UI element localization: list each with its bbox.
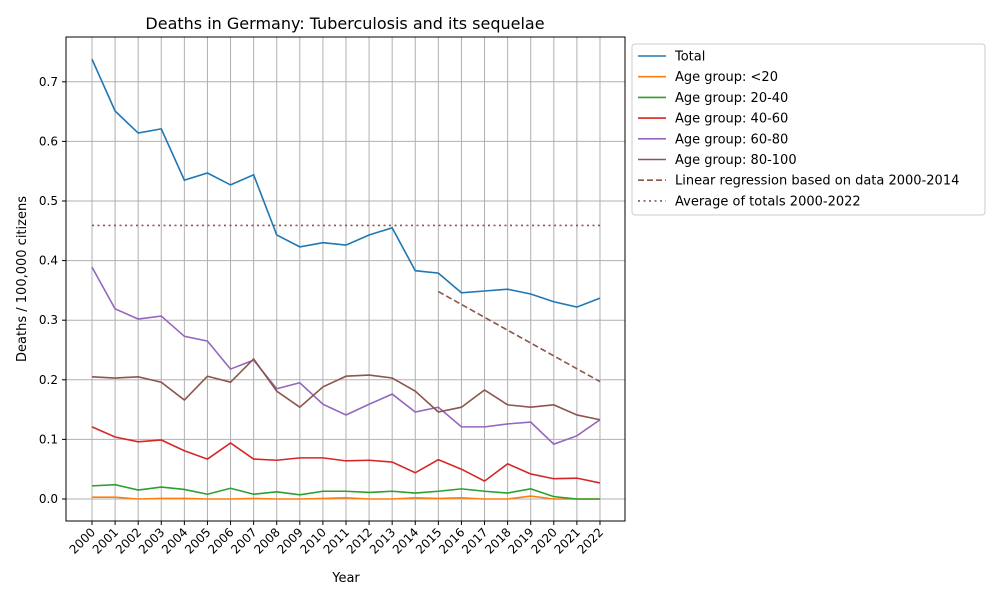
plot-frame [65, 36, 626, 522]
series-line-1 [92, 495, 600, 500]
x-tick-label: 2018 [482, 525, 513, 556]
y-tick-label: 0.7 [39, 75, 58, 89]
legend-label: Average of totals 2000-2022 [675, 194, 861, 209]
legend-box [631, 43, 986, 216]
x-tick-label: 2006 [205, 525, 236, 556]
chart-title: Deaths in Germany: Tuberculosis and its … [145, 14, 544, 33]
x-tick-label: 2000 [67, 525, 98, 556]
y-tick-label: 0.5 [39, 194, 58, 208]
x-tick-label: 2017 [459, 525, 490, 556]
legend: Total Age group: <20 Age group: 20-40 Age g… [631, 43, 986, 216]
y-tick-label: 0.3 [39, 313, 58, 327]
x-tick-label: 2019 [505, 525, 536, 556]
series-line-5 [91, 357, 601, 421]
x-axis-label: Year [331, 571, 360, 586]
y-axis-label: Deaths / 100,000 citizens [15, 196, 30, 362]
series-line-2 [91, 483, 600, 500]
x-tick-label: 2011 [321, 525, 352, 556]
x-tick-label: 2005 [182, 525, 213, 556]
y-tick-label: 0.4 [39, 254, 58, 268]
x-tick-label: 2020 [528, 525, 559, 556]
y-tick-label: 0.2 [39, 373, 58, 387]
x-tick-label: 2010 [298, 525, 329, 556]
x-tick-label: 2013 [367, 525, 398, 556]
x-tick-label: 2014 [390, 525, 421, 556]
x-tick-label: 2004 [159, 525, 190, 556]
x-tick-label: 2009 [274, 525, 305, 556]
x-tick-label: 2015 [413, 525, 444, 556]
x-tick-label: 2022 [575, 525, 606, 556]
y-tick-label: 0.6 [39, 134, 58, 148]
series-line-3 [91, 426, 601, 484]
legend-label: Age group: 80-100 [675, 153, 797, 168]
x-tick-label: 2003 [136, 525, 167, 556]
legend-label: Age group: <20 [675, 70, 778, 85]
series-line-6 [437, 290, 601, 383]
series-line-0 [91, 58, 601, 308]
legend-label: Total [674, 50, 705, 65]
y-tick-label: 0.1 [39, 432, 58, 446]
x-tick-label: 2001 [90, 525, 121, 556]
legend-label: Linear regression based on data 2000-201… [675, 174, 959, 189]
legend-label: Age group: 60-80 [675, 132, 788, 147]
legend-label: Age group: 40-60 [675, 112, 788, 127]
series-line-4 [91, 266, 601, 446]
x-tick-label: 2012 [344, 525, 375, 556]
x-tick-label: 2008 [251, 525, 282, 556]
x-tick-label: 2021 [552, 525, 583, 556]
x-tick-label: 2007 [228, 525, 259, 556]
legend-label: Age group: 20-40 [675, 91, 788, 106]
x-tick-label: 2016 [436, 525, 467, 556]
x-tick-label: 2002 [113, 525, 144, 556]
y-tick-label: 0.0 [39, 492, 58, 506]
